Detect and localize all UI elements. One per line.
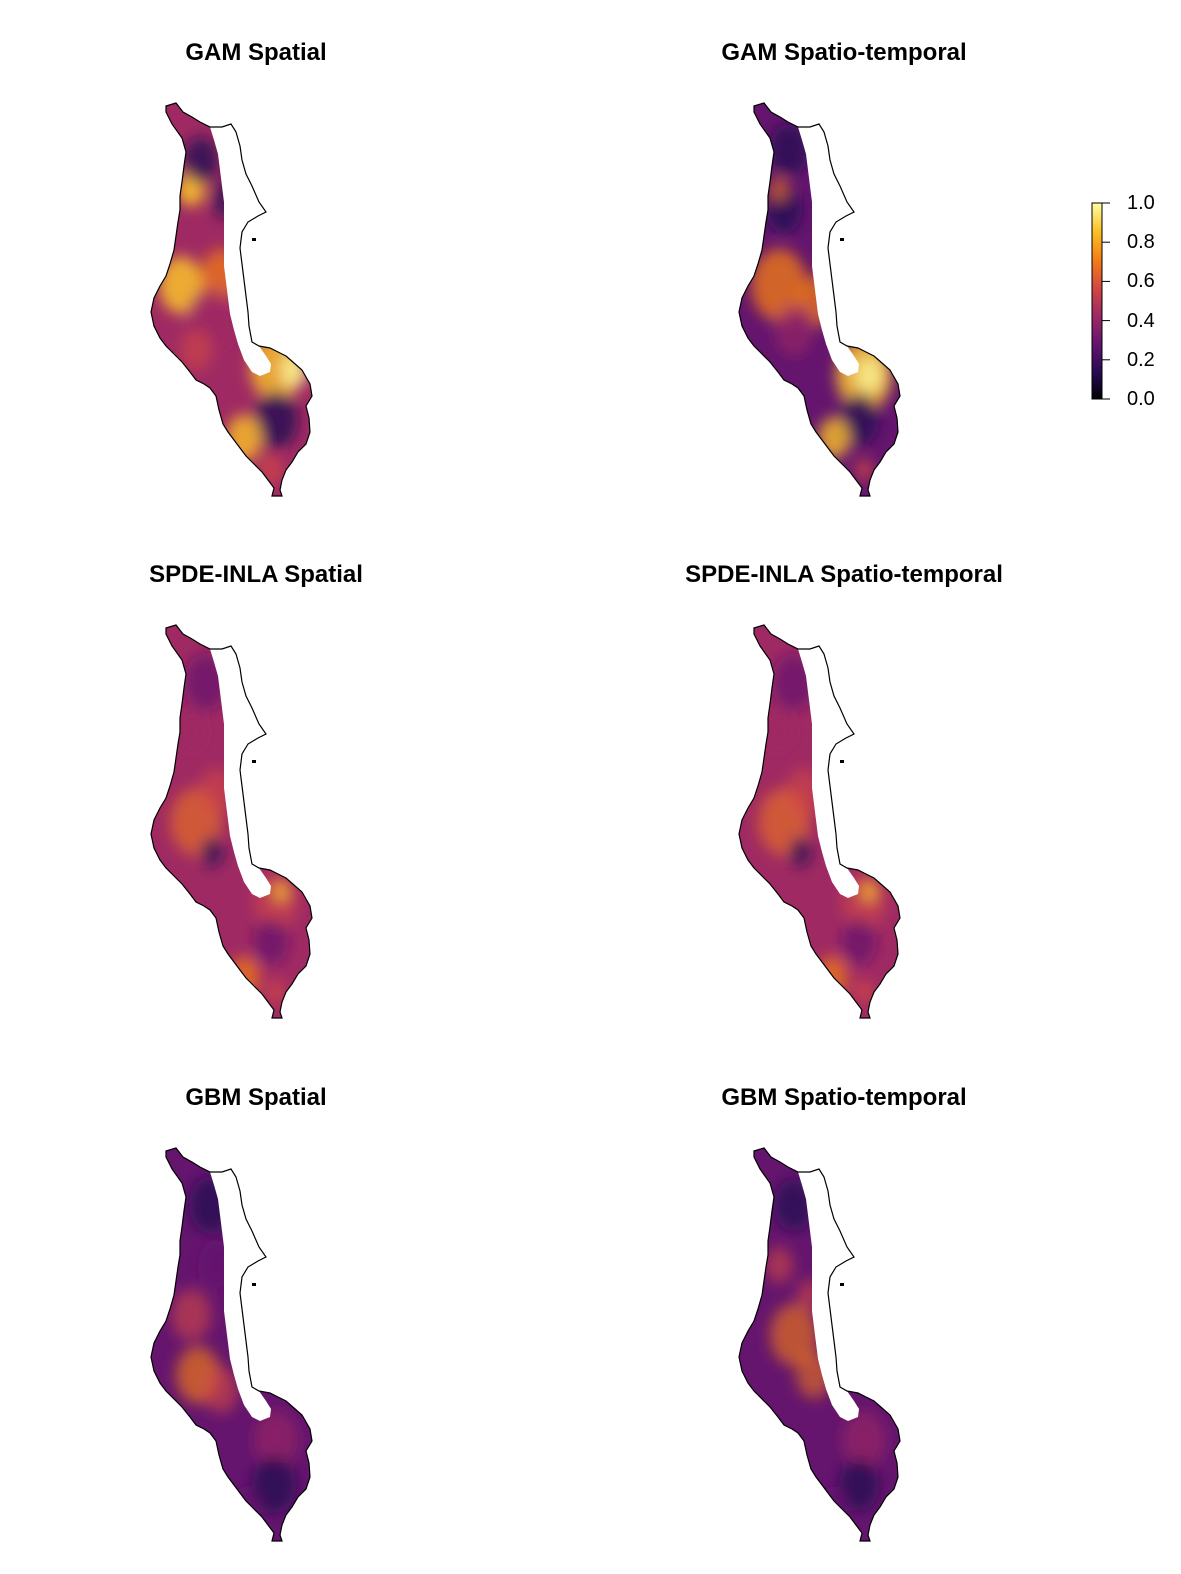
surface-blob — [228, 956, 260, 998]
surface-blob — [266, 979, 286, 1005]
surface-blob — [176, 712, 206, 752]
surface-blob — [769, 124, 809, 176]
panel-title: SPDE-INLA Spatial — [149, 561, 363, 588]
country-outline — [150, 1147, 313, 1542]
legend-gradient-bar — [1091, 202, 1103, 400]
lake-area — [798, 646, 859, 898]
surface-blob — [203, 1366, 239, 1414]
lake-area — [798, 124, 859, 376]
surface-blob — [183, 136, 219, 184]
surface-blob — [854, 979, 874, 1005]
island-mark — [252, 760, 256, 763]
country-outline — [738, 1147, 901, 1542]
country-outline — [150, 624, 313, 1019]
surface-blob — [765, 1246, 793, 1284]
lake-area — [210, 1169, 271, 1421]
island-mark — [252, 1283, 256, 1286]
surface-blob — [841, 918, 877, 966]
map-panel: GAM Spatio-temporal — [564, 38, 1124, 518]
legend-tick-label: 1.0 — [1127, 192, 1155, 214]
color-legend: 1.0 0.8 0.6 0.4 0.2 0.0 — [1080, 192, 1180, 415]
surface-blob — [769, 177, 789, 203]
panel-title: GBM Spatial — [185, 1084, 327, 1111]
malawi-map — [150, 624, 313, 1019]
country-outline — [738, 624, 901, 1019]
map-panel: GBM Spatial — [0, 1083, 536, 1563]
panel-title: GAM Spatial — [185, 39, 327, 66]
country-outline — [150, 102, 313, 497]
surface-blob — [226, 414, 262, 462]
surface-blob — [253, 918, 289, 966]
malawi-map — [738, 624, 901, 1019]
island-mark — [252, 238, 256, 241]
panel-title: SPDE-INLA Spatio-temporal — [685, 561, 1003, 588]
map-panel: GBM Spatio-temporal — [564, 1083, 1124, 1563]
map-panel: GAM Spatial — [0, 38, 536, 518]
map-panel: SPDE-INLA Spatial — [0, 560, 536, 1040]
surface-blob — [818, 417, 850, 459]
surface-blob — [232, 1486, 260, 1524]
island-mark — [840, 760, 844, 763]
surface-blob — [842, 1411, 886, 1469]
legend-tick-label: 0.6 — [1127, 270, 1155, 293]
surface-blob — [254, 1411, 298, 1469]
surface-blob — [180, 329, 212, 371]
surface-blob — [751, 248, 807, 322]
legend-tick-label: 0.0 — [1127, 388, 1155, 410]
surface-blob — [252, 1456, 296, 1514]
legend-tick-label: 0.2 — [1127, 348, 1155, 371]
surface-blob — [171, 1289, 211, 1341]
surface-blob — [839, 1459, 879, 1511]
surface-blob — [764, 712, 794, 752]
surface-blob — [273, 881, 289, 903]
country-outline — [738, 102, 901, 497]
island-mark — [840, 1283, 844, 1286]
surface-blob — [280, 351, 308, 389]
surface-blob — [820, 1486, 848, 1524]
lake-area — [210, 646, 271, 898]
malawi-map — [150, 102, 313, 497]
surface-blob — [855, 356, 883, 394]
lake-area — [210, 124, 271, 376]
surface-blob — [254, 391, 298, 449]
legend-colorbar — [1091, 202, 1110, 400]
island-mark — [840, 238, 844, 241]
surface-blob — [770, 1303, 818, 1367]
surface-blob — [259, 454, 283, 486]
map-panel: SPDE-INLA Spatio-temporal — [564, 560, 1124, 1040]
legend-tick-label: 0.8 — [1127, 231, 1155, 254]
panel-title: GAM Spatio-temporal — [721, 39, 967, 66]
malawi-map — [738, 102, 901, 497]
surface-blob — [816, 956, 848, 998]
surface-blob — [200, 836, 224, 868]
lake-area — [798, 1169, 859, 1421]
surface-blob — [774, 304, 814, 356]
malawi-map — [738, 1147, 901, 1542]
surface-blob — [788, 836, 812, 868]
surface-blob — [861, 881, 877, 903]
malawi-map — [150, 1147, 313, 1542]
panel-title: GBM Spatio-temporal — [721, 1084, 967, 1111]
legend-tick-label: 0.4 — [1127, 309, 1155, 332]
surface-blob — [854, 457, 874, 483]
